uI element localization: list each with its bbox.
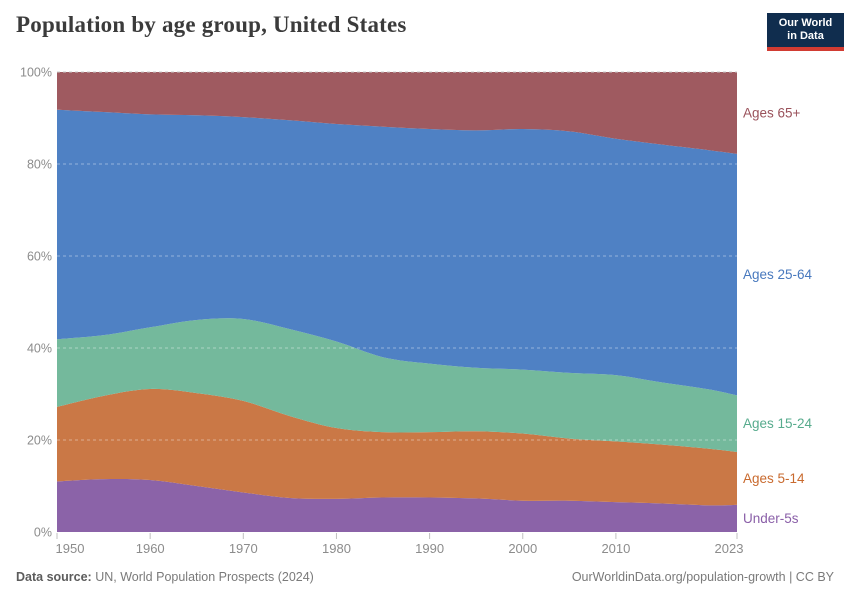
series-label-ages-25-64: Ages 25-64	[743, 267, 813, 282]
series-label-ages-15-24: Ages 15-24	[743, 416, 813, 431]
chart-footer: Data source: UN, World Population Prospe…	[0, 568, 850, 592]
x-tick-label-2010: 2010	[601, 541, 630, 556]
credit-link-text: OurWorldinData.org/population-growth | C…	[571, 570, 834, 584]
y-tick-label-40: 40%	[27, 342, 52, 356]
x-tick-label-1990: 1990	[415, 541, 444, 556]
owid-logo: Our World in Data	[767, 13, 844, 51]
area-ages-15-24	[57, 318, 737, 452]
logo-text-line1: Our World	[778, 17, 833, 29]
y-tick-label-60: 60%	[27, 250, 52, 264]
x-tick-label-2000: 2000	[508, 541, 537, 556]
data-source-label: Data source:	[16, 570, 92, 584]
area-ages-65	[57, 72, 737, 154]
x-tick-label-2023: 2023	[715, 541, 744, 556]
area-under-5s	[57, 478, 737, 532]
series-label-under-5s: Under-5s	[743, 511, 799, 526]
series-label-ages-5-14: Ages 5-14	[743, 471, 805, 486]
x-tick-label-1960: 1960	[136, 541, 165, 556]
x-tick-label-1950: 1950	[56, 541, 85, 556]
area-ages-25-64	[57, 109, 737, 396]
y-tick-label-0: 0%	[34, 526, 52, 540]
y-tick-label-80: 80%	[27, 158, 52, 172]
data-source-text: UN, World Population Prospects (2024)	[95, 570, 314, 584]
y-tick-label-20: 20%	[27, 434, 52, 448]
logo-text-line2: in Data	[787, 30, 824, 42]
y-tick-label-100: 100%	[20, 66, 52, 80]
area-ages-5-14	[57, 388, 737, 506]
series-label-ages-65: Ages 65+	[743, 105, 801, 120]
x-tick-label-1970: 1970	[229, 541, 258, 556]
x-tick-label-1980: 1980	[322, 541, 351, 556]
data-source-note: Data source: UN, World Population Prospe…	[16, 570, 314, 584]
page-title: Population by age group, United States	[16, 12, 407, 37]
